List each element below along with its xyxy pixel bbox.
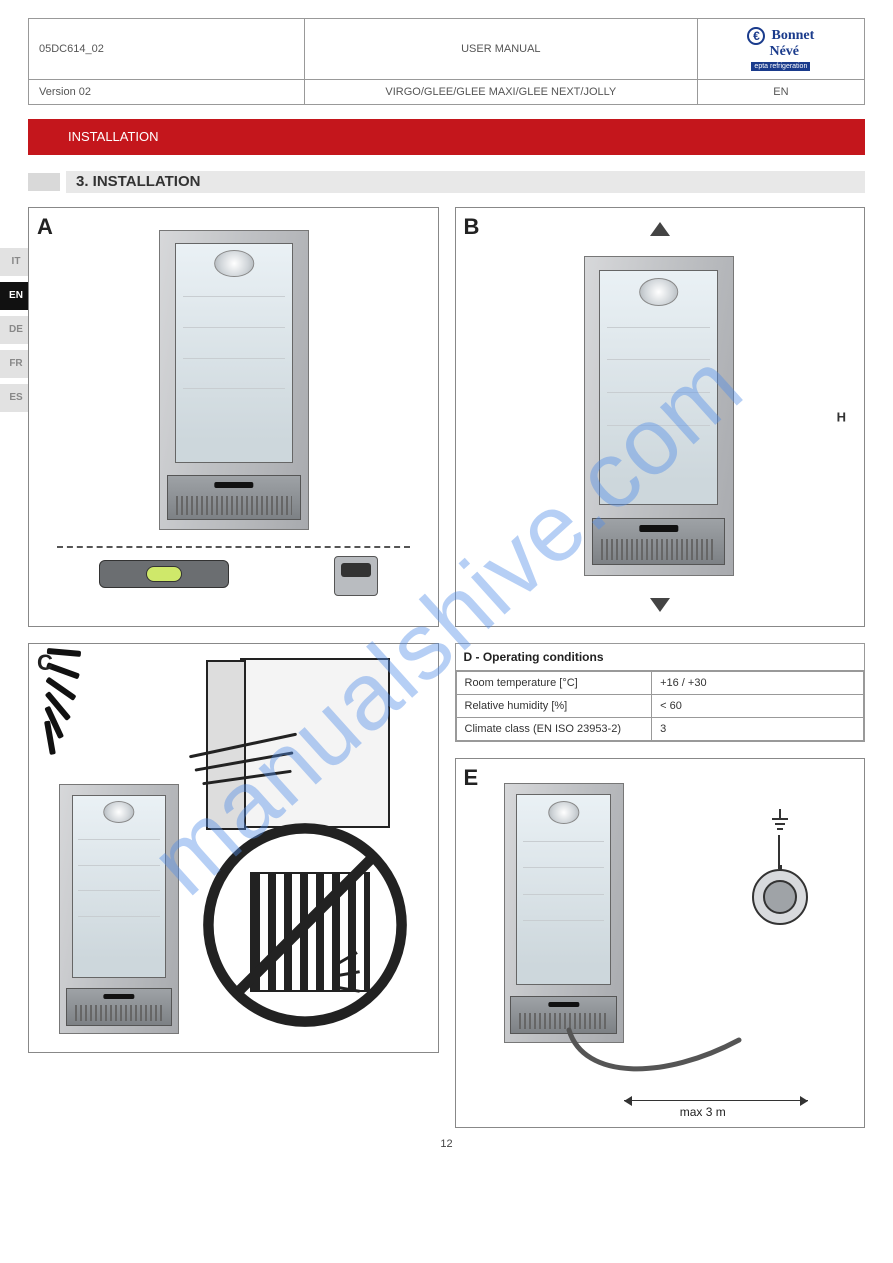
- spec-key: Room temperature [°C]: [456, 672, 652, 695]
- header-logo-cell: € Bonnet Névé epta refrigeration: [697, 19, 864, 80]
- brand-name-top: Bonnet: [772, 28, 815, 43]
- spec-val: 3: [652, 718, 864, 741]
- section-title: 3. INSTALLATION: [66, 171, 865, 193]
- spec-heading: D - Operating conditions: [456, 644, 865, 671]
- panel-b-label: B: [464, 214, 480, 240]
- brand-logo: € Bonnet Névé epta refrigeration: [743, 25, 818, 73]
- fridge-illustration: [59, 784, 179, 1034]
- euro-icon: €: [747, 27, 765, 45]
- header-models: VIRGO/GLEE/GLEE MAXI/GLEE NEXT/JOLLY: [304, 80, 697, 105]
- ground-wire-line: [778, 835, 780, 869]
- laser-level-icon: [334, 556, 378, 596]
- table-row: Room temperature [°C] +16 / +30: [456, 672, 864, 695]
- arrow-down-icon: [650, 598, 670, 612]
- header-lang: EN: [697, 80, 864, 105]
- brand-name-bottom: Névé: [747, 45, 814, 59]
- distance-label: max 3 m: [680, 1105, 726, 1119]
- content-grid: A C: [28, 207, 865, 1128]
- panel-d-spec-table: D - Operating conditions Room temperatur…: [455, 643, 866, 742]
- table-row: Relative humidity [%] < 60: [456, 695, 864, 718]
- header-table: 05DC614_02 USER MANUAL € Bonnet Névé ept…: [28, 18, 865, 105]
- spec-key: Climate class (EN ISO 23953-2): [456, 718, 652, 741]
- wind-icon: [188, 744, 308, 804]
- power-cable-icon: [564, 1025, 744, 1085]
- brand-sub: epta refrigeration: [751, 62, 810, 71]
- spec-val: < 60: [652, 695, 864, 718]
- power-outlet-icon: [752, 869, 808, 925]
- panel-a-leveling: A: [28, 207, 439, 627]
- section-red-bar: INSTALLATION: [28, 119, 865, 155]
- spec-key: Relative humidity [%]: [456, 695, 652, 718]
- panel-e-label: E: [464, 765, 479, 791]
- panel-a-label: A: [37, 214, 53, 240]
- header-title: USER MANUAL: [304, 19, 697, 80]
- height-dim-label: H: [837, 410, 846, 425]
- arrow-up-icon: [650, 222, 670, 236]
- spec-val: +16 / +30: [652, 672, 864, 695]
- ground-icon: [770, 809, 790, 835]
- panel-c-placement-warnings: C: [28, 643, 439, 1053]
- header-doc-code: 05DC614_02: [29, 19, 305, 80]
- section-grey-marker: [28, 173, 60, 191]
- panel-b-height: B H: [455, 207, 866, 627]
- table-row: Climate class (EN ISO 23953-2) 3: [456, 718, 864, 741]
- prohibit-icon: [200, 820, 410, 1030]
- panel-e-power-connection: E: [455, 758, 866, 1128]
- distance-dimension: [624, 1100, 809, 1101]
- fridge-illustration: [159, 230, 309, 530]
- spirit-level-icon: [99, 560, 229, 588]
- header-version: Version 02: [29, 80, 305, 105]
- spec-table: Room temperature [°C] +16 / +30 Relative…: [456, 671, 865, 741]
- level-guideline: [57, 546, 410, 548]
- page-number: 12: [440, 1138, 452, 1150]
- fridge-illustration: [504, 783, 624, 1043]
- fridge-illustration: [584, 256, 734, 576]
- panel-c-label: C: [37, 650, 53, 676]
